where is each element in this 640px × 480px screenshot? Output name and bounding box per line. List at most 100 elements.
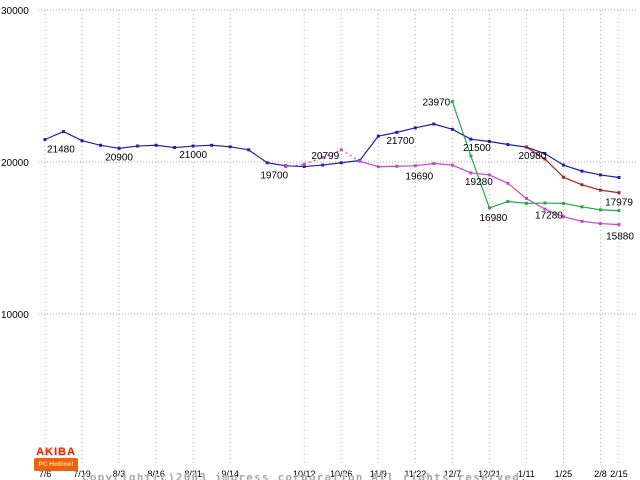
series-segment-magenta — [433, 162, 453, 166]
series-segment-blue — [563, 164, 583, 172]
series-marker-blue — [395, 130, 399, 134]
akiba-logo-text: AKIBA — [36, 446, 76, 458]
series-segment-green — [600, 209, 620, 212]
series-marker-magenta — [506, 181, 510, 185]
series-segment-magenta — [285, 163, 305, 168]
series-segment-blue — [230, 146, 249, 151]
series-marker-magenta — [543, 207, 547, 211]
series-marker-magenta — [284, 165, 288, 169]
series-segment-blue — [526, 146, 546, 155]
series-marker-red — [580, 183, 584, 187]
series-segment-magenta — [526, 197, 546, 210]
x-tick-label: 7/6 — [39, 469, 52, 479]
series-marker-green — [580, 205, 584, 209]
x-tick-label: 11/9 — [370, 469, 387, 479]
series-segment-blue — [396, 127, 416, 133]
value-label: 21500 — [463, 143, 491, 154]
series-segment-blue — [100, 144, 120, 149]
series-segment-blue — [156, 144, 175, 149]
value-label: 23970 — [422, 98, 450, 109]
series-marker-green — [561, 201, 565, 205]
pc-hotline-logo-text: PC Hotline! — [34, 458, 78, 471]
series-segment-blue — [193, 144, 212, 147]
series-marker-magenta — [432, 162, 436, 166]
y-tick-label: 20000 — [1, 158, 29, 169]
series-marker-red — [543, 157, 547, 161]
series-segment-magenta — [322, 149, 342, 158]
series-segment-blue — [378, 131, 397, 137]
series-marker-blue — [154, 143, 158, 147]
series-marker-blue — [136, 144, 140, 148]
series-marker-magenta — [561, 215, 565, 219]
series-marker-blue — [506, 143, 510, 147]
value-label: 19690 — [405, 172, 433, 183]
value-label: 20799 — [311, 151, 339, 162]
series-segment-blue — [600, 174, 620, 179]
series-marker-blue — [228, 145, 232, 149]
series-segment-green — [507, 200, 527, 204]
series-marker-blue — [302, 165, 306, 169]
series-marker-magenta — [580, 219, 584, 223]
series-segment-green — [563, 202, 583, 208]
series-segment-magenta — [470, 172, 490, 176]
series-marker-blue — [80, 139, 84, 143]
value-label: 17979 — [605, 198, 633, 209]
series-segment-blue — [507, 143, 527, 148]
series-segment-blue — [581, 170, 601, 176]
series-marker-magenta — [395, 164, 399, 168]
series-segment-blue — [322, 162, 342, 166]
series-marker-blue — [580, 169, 584, 173]
series-marker-magenta — [321, 155, 325, 159]
series-marker-blue — [561, 163, 565, 167]
y-tick-label: 10000 — [1, 310, 29, 321]
x-tick-label: 8/16 — [147, 469, 165, 479]
series-segment-green — [470, 155, 490, 209]
series-segment-blue — [415, 123, 434, 129]
value-label: 21480 — [47, 145, 75, 156]
series-marker-magenta — [524, 196, 528, 200]
copyright-block: Copyright(c)2003 impress corporation All… — [82, 443, 528, 480]
series-marker-blue — [43, 138, 47, 142]
series-marker-green — [543, 201, 547, 205]
series-marker-magenta — [358, 159, 362, 163]
series-segment-blue — [44, 131, 64, 141]
series-segment-blue — [359, 135, 379, 161]
series-marker-blue — [265, 161, 269, 165]
series-segment-magenta — [340, 149, 361, 162]
series-marker-blue — [191, 144, 195, 148]
series-marker-red — [524, 145, 528, 149]
x-tick-label: 1/25 — [555, 469, 573, 479]
series-segment-blue — [470, 138, 490, 143]
series-segment-magenta — [304, 156, 323, 165]
copyright-line1: Copyright(c)2003 impress corporation All… — [82, 471, 528, 480]
series-segment-blue — [452, 128, 472, 140]
x-tick-label: 8/3 — [113, 469, 126, 479]
series-marker-red — [617, 191, 621, 195]
series-marker-green — [598, 208, 602, 212]
series-segment-blue — [137, 144, 157, 147]
x-tick-label: 9/14 — [221, 469, 239, 479]
series-marker-magenta — [376, 165, 380, 169]
series-marker-blue — [339, 161, 343, 165]
series-segment-blue — [248, 149, 268, 164]
series-marker-magenta — [450, 163, 454, 167]
series-marker-magenta — [339, 148, 343, 152]
series-segment-blue — [489, 140, 509, 146]
series-marker-green — [487, 206, 491, 210]
series-marker-blue — [62, 130, 66, 134]
x-tick-label: 12/7 — [444, 469, 462, 479]
series-segment-magenta — [359, 160, 379, 168]
y-tick-label: 30000 — [1, 6, 29, 17]
series-marker-blue — [617, 176, 621, 180]
x-tick-label: 10/12 — [293, 469, 316, 479]
series-marker-blue — [469, 137, 473, 141]
series-marker-blue — [99, 143, 103, 147]
value-label: 21700 — [386, 136, 414, 147]
series-segment-blue — [267, 162, 286, 167]
series-marker-magenta — [302, 162, 306, 166]
series-segment-magenta — [581, 220, 601, 225]
footer: AKIBA PC Hotline! Copyright(c)2003 impre… — [0, 440, 640, 480]
x-tick-label: 1/11 — [518, 469, 535, 479]
value-label: 21000 — [179, 150, 207, 161]
